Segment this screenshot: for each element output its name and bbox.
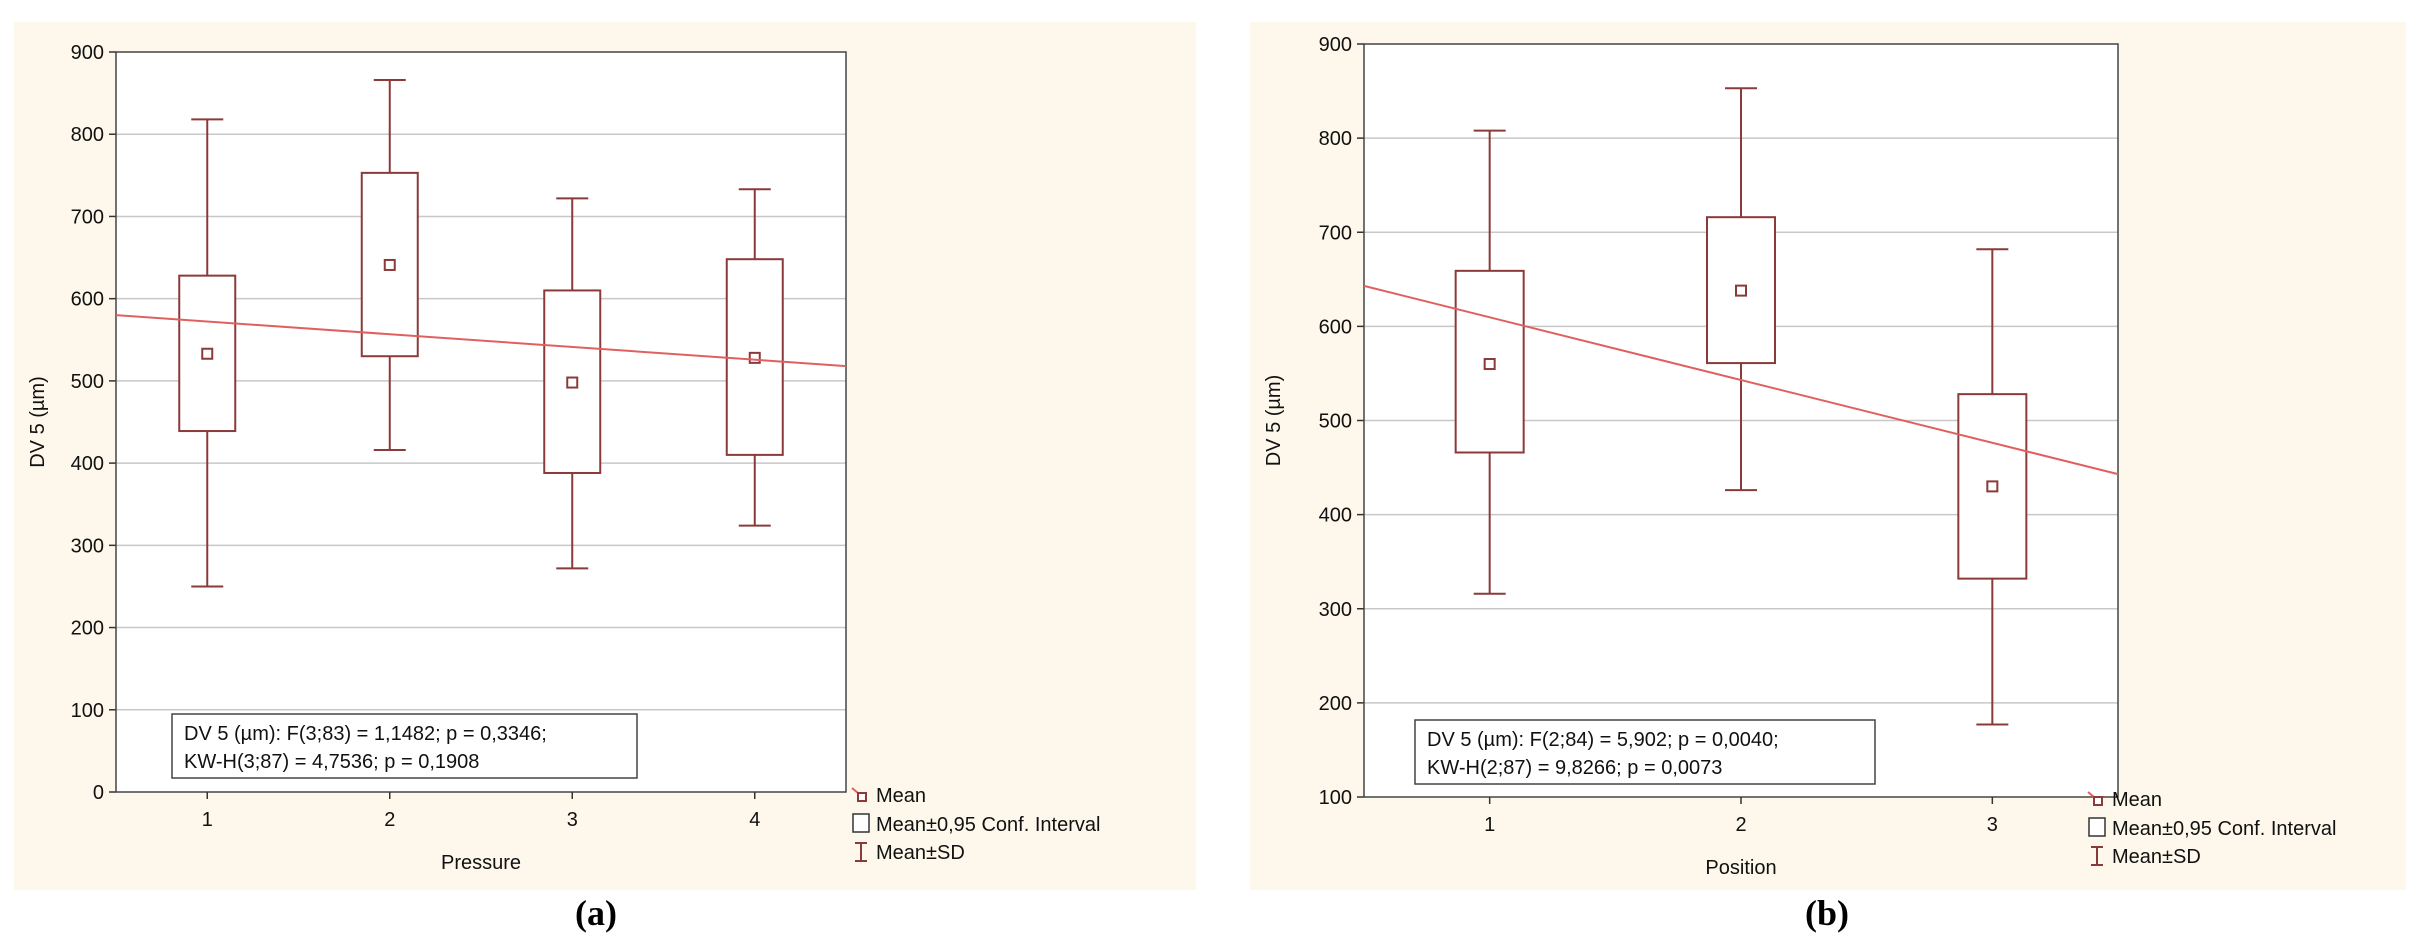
y-tick-label: 500 [1319,411,1352,433]
mean-marker [1483,358,1496,371]
y-tick-label: 800 [1319,128,1352,150]
y-tick-label: 0 [93,782,104,804]
y-tick-label: 600 [71,289,104,311]
y-tick-label: 500 [71,371,104,393]
y-tick-label: 200 [71,618,104,640]
trend-line [115,314,847,368]
y-tick-label: 100 [1319,787,1352,809]
mean-marker [201,347,214,360]
stats-box [1414,719,1876,785]
legend-ci-icon [852,813,870,833]
x-axis-title: Position [1705,857,1776,879]
panel-caption-b: (b) [1805,893,1849,933]
legend-mean-icon [2093,796,2103,806]
y-tick-label: 600 [1319,316,1352,338]
y-axis-title: DV 5 (µm) [27,376,49,468]
y-tick-label: 900 [71,42,104,64]
chart-panel-b: 100 200 300 400 500 600 700 800 900 1 2 3 Position DV… [1250,22,2406,890]
stats-line-1: DV 5 (µm): F(3;83) = 1,1482; p = 0,3346; [184,723,547,745]
ci-box [178,274,237,433]
mean-marker [566,376,579,389]
trend-line [1363,284,2119,476]
chart-b-svg: 100 200 300 400 500 600 700 800 900 1 2 3 Position DV… [1263,34,2336,879]
legend-ci-icon [2088,817,2106,837]
legend-label-sd: Mean±SD [2112,846,2201,868]
y-tick-label: 400 [1319,505,1352,527]
plot-area [116,52,846,792]
y-tick-label: 700 [71,206,104,228]
chart-a-svg: 0 100 200 300 400 500 600 700 800 900 1 2 3 4 Pressure… [27,42,1100,874]
chart-panel-a: 0 100 200 300 400 500 600 700 800 900 1 2 3 4 Pressure… [14,22,1196,890]
stats-line-2: KW-H(3;87) = 4,7536; p = 0,1908 [184,751,479,773]
y-tick-label: 800 [71,124,104,146]
x-tick-label: 1 [1484,814,1495,836]
stats-line-2: KW-H(2;87) = 9,8266; p = 0,0073 [1427,757,1722,779]
x-tick-label: 3 [1987,814,1998,836]
y-tick-label: 300 [1319,599,1352,621]
x-tick-label: 2 [1735,814,1746,836]
mean-marker [383,258,396,271]
legend-label-mean: Mean [876,785,926,807]
x-tick-label: 1 [202,809,213,831]
legend-label-sd: Mean±SD [876,842,965,864]
x-tick-label: 3 [567,809,578,831]
mean-marker [1986,480,1999,493]
legend-label-ci: Mean±0,95 Conf. Interval [876,814,1100,836]
panel-caption-a: (a) [575,893,617,933]
legend-mean-icon [857,792,867,802]
y-tick-label: 200 [1319,693,1352,715]
mean-marker [748,351,761,364]
y-tick-label: 700 [1319,222,1352,244]
y-tick-label: 100 [71,700,104,722]
stats-line-1: DV 5 (µm): F(2;84) = 5,902; p = 0,0040; [1427,729,1779,751]
y-tick-label: 300 [71,535,104,557]
y-axis-title: DV 5 (µm) [1263,375,1285,467]
plot-frame [115,51,847,793]
mean-marker [1735,284,1747,297]
x-tick-label: 2 [384,809,395,831]
legend-label-mean: Mean [2112,789,2162,811]
y-tick-label: 400 [71,453,104,475]
legend-label-ci: Mean±0,95 Conf. Interval [2112,818,2336,840]
x-axis-title: Pressure [441,852,521,874]
y-tick-label: 900 [1319,34,1352,56]
x-tick-label: 4 [749,809,760,831]
stats-box [171,713,638,779]
